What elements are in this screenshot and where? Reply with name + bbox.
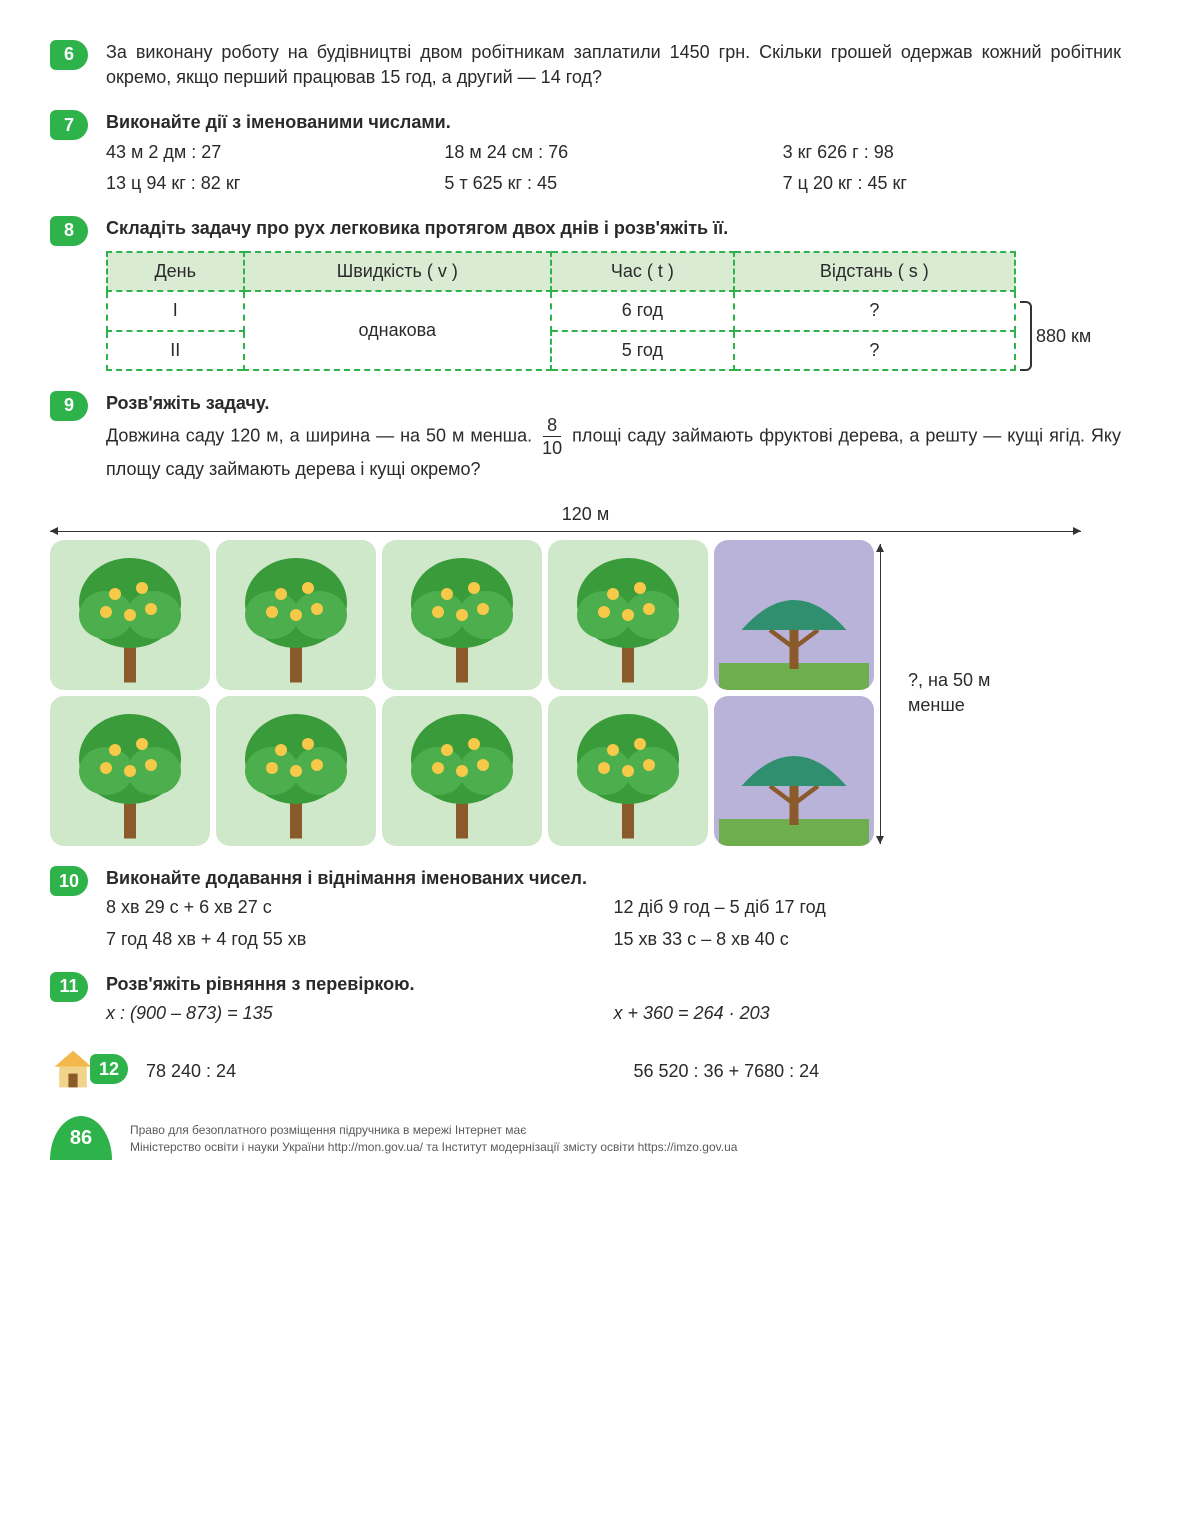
expr: 13 ц 94 кг : 82 кг	[106, 171, 444, 196]
motion-table: День Швидкість ( v ) Час ( t ) Відстань …	[106, 251, 1016, 371]
expr: 78 240 : 24	[146, 1059, 634, 1084]
tree-cell	[50, 696, 210, 846]
task-6: 6 За виконану роботу на будівництві двом…	[50, 40, 1121, 90]
cell-time: 6 год	[551, 291, 734, 330]
task-content: Розв'яжіть рівняння з перевіркою. x : (9…	[106, 972, 1121, 1026]
cell-dist: ?	[734, 331, 1015, 370]
tree-cell	[216, 540, 376, 690]
cell-day: I	[107, 291, 244, 330]
expr: 12 діб 9 год – 5 діб 17 год	[614, 895, 1122, 920]
task-12: 12 78 240 : 24 56 520 : 36 + 7680 : 24	[50, 1046, 1121, 1092]
th-day: День	[107, 252, 244, 291]
bush-cell	[714, 696, 874, 846]
task-badge: 9	[50, 391, 88, 421]
expr: 8 хв 29 с + 6 хв 27 с	[106, 895, 614, 920]
task-8: 8 Складіть задачу про рух легковика прот…	[50, 216, 1121, 371]
task-title: Виконайте дії з іменованими числами.	[106, 110, 1121, 135]
task-title: Виконайте додавання і віднімання іменова…	[106, 866, 1121, 891]
task-badge: 10	[50, 866, 88, 896]
th-speed: Швидкість ( v )	[244, 252, 552, 291]
task-content: Виконайте додавання і віднімання іменова…	[106, 866, 1121, 952]
expression-grid: 8 хв 29 с + 6 хв 27 с 12 діб 9 год – 5 д…	[106, 895, 1121, 951]
task-title: Розв'яжіть рівняння з перевіркою.	[106, 972, 1121, 997]
task-content: Виконайте дії з іменованими числами. 43 …	[106, 110, 1121, 196]
th-dist: Відстань ( s )	[734, 252, 1015, 291]
equation: x + 360 = 264 · 203	[614, 1001, 1122, 1026]
tree-cell	[50, 540, 210, 690]
page-number: 86	[50, 1116, 112, 1160]
expr: 56 520 : 36 + 7680 : 24	[634, 1059, 1122, 1084]
tree-cell	[548, 696, 708, 846]
footer-line: Міністерство освіти і науки України http…	[130, 1139, 1121, 1156]
task-badge: 7	[50, 110, 88, 140]
cell-dist: ?	[734, 291, 1015, 330]
garden-grid	[50, 540, 874, 846]
cell-speed: однакова	[244, 291, 552, 369]
task-paragraph: Довжина саду 120 м, а ширина — на 50 м м…	[106, 416, 1121, 482]
task-11: 11 Розв'яжіть рівняння з перевіркою. x :…	[50, 972, 1121, 1026]
dimension-arrow-icon	[50, 531, 1081, 532]
task-title: Складіть задачу про рух легковика протяг…	[106, 216, 1121, 241]
footer-link[interactable]: https://imzo.gov.ua	[638, 1140, 738, 1154]
task-content: Розв'яжіть задачу. Довжина саду 120 м, а…	[106, 391, 1121, 482]
task-badge: 12	[90, 1054, 128, 1084]
motion-table-wrap: День Швидкість ( v ) Час ( t ) Відстань …	[106, 251, 1121, 371]
expr: 18 м 24 см : 76	[444, 140, 782, 165]
expr: 7 год 48 хв + 4 год 55 хв	[106, 927, 614, 952]
brace-col: 880 км	[1016, 251, 1121, 371]
task-title: Розв'яжіть задачу.	[106, 391, 1121, 416]
bush-cell	[714, 540, 874, 690]
th-time: Час ( t )	[551, 252, 734, 291]
fraction: 8 10	[542, 416, 562, 457]
task-7: 7 Виконайте дії з іменованими числами. 4…	[50, 110, 1121, 196]
tree-cell	[216, 696, 376, 846]
task-content: Складіть задачу про рух легковика протяг…	[106, 216, 1121, 371]
dimension-arrow-icon	[880, 544, 881, 844]
task-9: 9 Розв'яжіть задачу. Довжина саду 120 м,…	[50, 391, 1121, 482]
expr: 5 т 625 кг : 45	[444, 171, 782, 196]
tree-cell	[382, 540, 542, 690]
tree-cell	[382, 696, 542, 846]
task-10: 10 Виконайте додавання і віднімання імен…	[50, 866, 1121, 952]
task-text: За виконану роботу на будівництві двом р…	[106, 40, 1121, 90]
task-badge: 11	[50, 972, 88, 1002]
garden-figure: 120 м ?, на 50 м менше	[50, 502, 1121, 846]
brace-label: 880 км	[1036, 324, 1091, 349]
expr: 7 ц 20 кг : 45 кг	[783, 171, 1121, 196]
top-dimension: 120 м	[50, 502, 1121, 532]
cell-day: II	[107, 331, 244, 370]
footer-link[interactable]: http://mon.gov.ua/	[328, 1140, 423, 1154]
tree-cell	[548, 540, 708, 690]
expression-grid: 78 240 : 24 56 520 : 36 + 7680 : 24	[146, 1059, 1121, 1084]
task-badge: 6	[50, 40, 88, 70]
equation: x : (900 – 873) = 135	[106, 1001, 614, 1026]
side-label: ?, на 50 м менше	[908, 668, 1044, 718]
equation-grid: x : (900 – 873) = 135 x + 360 = 264 · 20…	[106, 1001, 1121, 1026]
page-footer: 86 Право для безоплатного розміщення під…	[50, 1122, 1121, 1156]
expr: 43 м 2 дм : 27	[106, 140, 444, 165]
expr: 15 хв 33 с – 8 хв 40 с	[614, 927, 1122, 952]
side-dimension: ?, на 50 м менше	[874, 540, 1044, 846]
expr: 3 кг 626 г : 98	[783, 140, 1121, 165]
expression-grid: 43 м 2 дм : 27 18 м 24 см : 76 3 кг 626 …	[106, 140, 1121, 196]
task-badge: 8	[50, 216, 88, 246]
curly-brace-icon	[1020, 301, 1032, 371]
cell-time: 5 год	[551, 331, 734, 370]
footer-line: Право для безоплатного розміщення підруч…	[130, 1122, 1121, 1139]
